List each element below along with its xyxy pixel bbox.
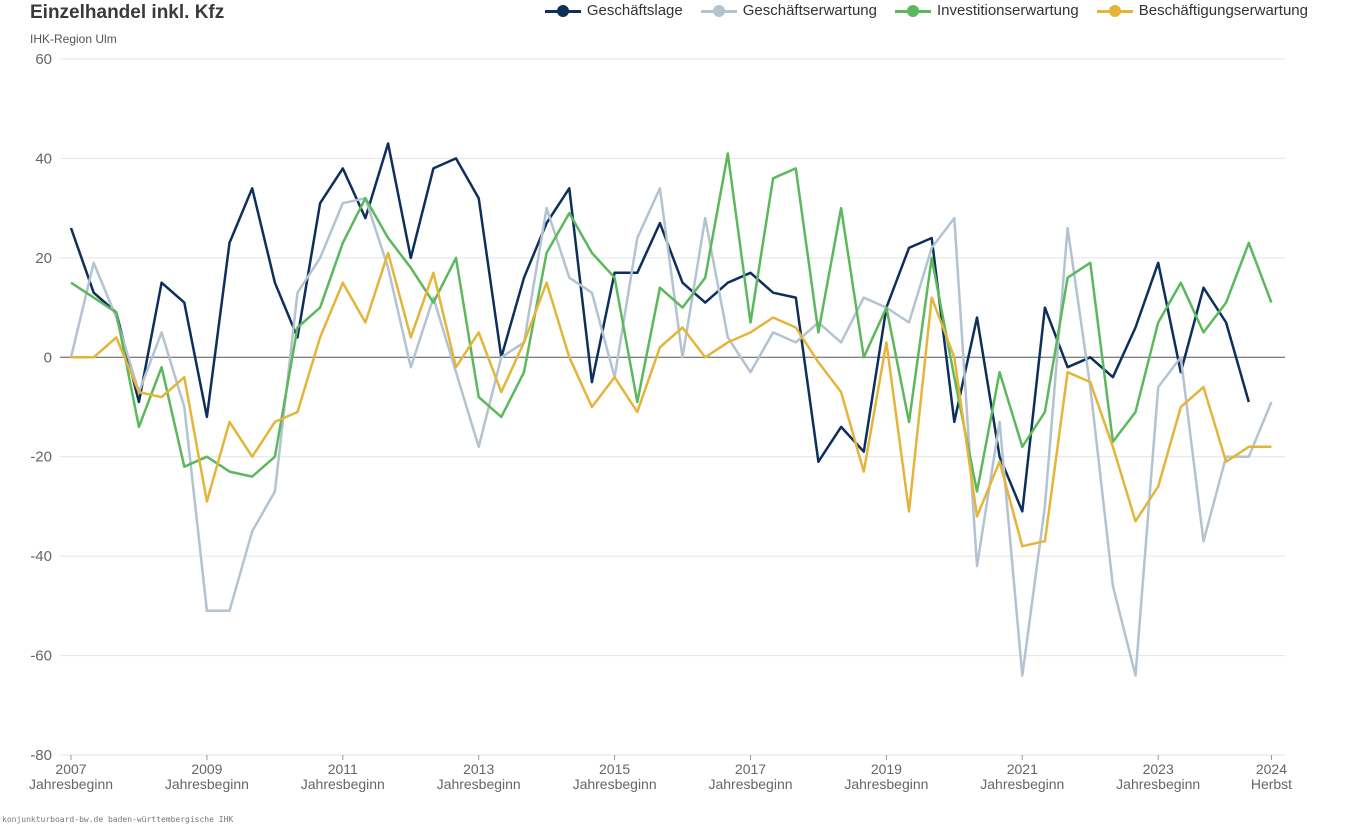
x-tick-label-season: Jahresbeginn — [980, 776, 1064, 792]
y-tick-label: -80 — [30, 747, 52, 764]
legend-swatch — [894, 4, 931, 18]
x-tick-label-year: 2011 — [328, 761, 358, 777]
y-tick-label: 20 — [35, 250, 52, 267]
legend-label: Beschäftigungserwartung — [1138, 2, 1308, 19]
x-tick-label-year: 2009 — [191, 761, 222, 777]
x-tick-label-season: Jahresbeginn — [29, 776, 113, 792]
x-tick-label-year: 2019 — [871, 761, 902, 777]
y-tick-label: 0 — [44, 349, 52, 366]
series-line-2 — [69, 187, 1273, 677]
x-tick-label-season: Jahresbeginn — [573, 776, 657, 792]
x-tick-label-season: Jahresbeginn — [708, 776, 792, 792]
y-tick-label: 60 — [35, 51, 52, 68]
legend-item-3[interactable]: Investitionserwartung — [894, 2, 1079, 19]
x-tick-label-year: 2021 — [1007, 761, 1038, 777]
series-line-4 — [71, 251, 1272, 548]
chart-title: Einzelhandel inkl. Kfz — [30, 2, 225, 23]
source-note: konjunkturboard-bw.de baden-württembergi… — [2, 815, 234, 824]
x-tick-label-year: 2017 — [735, 761, 766, 777]
x-tick-label-year: 2024 — [1256, 761, 1287, 777]
x-tick-label-season: Jahresbeginn — [1116, 776, 1200, 792]
legend-swatch — [544, 4, 581, 18]
y-tick-label: -20 — [30, 449, 52, 466]
x-tick-label-season: Jahresbeginn — [844, 776, 928, 792]
x-tick-label-season: Herbst — [1251, 776, 1292, 792]
chart-subtitle: IHK-Region Ulm — [30, 32, 117, 46]
series-line-1 — [69, 142, 1251, 513]
legend-label: Geschäftslage — [586, 2, 683, 19]
legend-swatch — [700, 4, 737, 18]
x-tick-label-year: 2007 — [55, 761, 86, 777]
y-tick-label: -60 — [30, 648, 52, 665]
x-tick-label-year: 2015 — [599, 761, 630, 777]
legend-label: Geschäftserwartung — [742, 2, 877, 19]
x-tick-label-year: 2013 — [463, 761, 494, 777]
y-tick-label: -40 — [30, 548, 52, 565]
legend-label: Investitionserwartung — [936, 2, 1079, 19]
legend-swatch — [1096, 4, 1133, 18]
legend-item-1[interactable]: Geschäftslage — [544, 2, 683, 19]
x-tick-label-season: Jahresbeginn — [301, 776, 385, 792]
x-tick-label-year: 2023 — [1143, 761, 1174, 777]
legend-item-2[interactable]: Geschäftserwartung — [700, 2, 877, 19]
chart-legend: Geschäftslage Geschäftserwartung Investiti… — [544, 2, 1308, 19]
x-tick-label-season: Jahresbeginn — [437, 776, 521, 792]
x-tick-label-season: Jahresbeginn — [165, 776, 249, 792]
legend-item-4[interactable]: Beschäftigungserwartung — [1096, 2, 1308, 19]
y-tick-label: 40 — [35, 150, 52, 167]
series-line-3 — [70, 152, 1273, 493]
